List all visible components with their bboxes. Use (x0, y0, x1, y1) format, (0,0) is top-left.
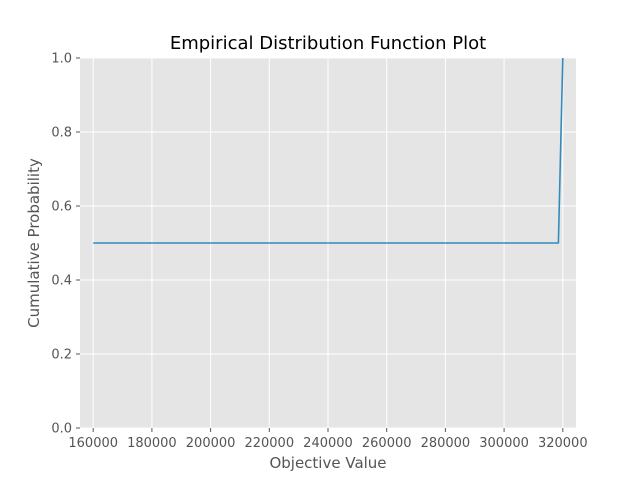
ecdf-series-line (93, 57, 564, 244)
y-axis-ticks: 0.0 0.2 0.4 0.6 0.8 1.0 (51, 52, 80, 437)
x-tick-label: 220000 (244, 436, 294, 451)
series-layer (93, 57, 564, 244)
x-tick-label: 240000 (303, 436, 353, 451)
y-tick-label: 0.6 (51, 200, 72, 215)
x-tick-label: 300000 (479, 436, 529, 451)
x-tick-label: 180000 (127, 436, 177, 451)
x-tick-label: 260000 (362, 436, 412, 451)
x-tick-label: 160000 (68, 436, 118, 451)
y-tick-label: 0.4 (51, 274, 72, 289)
x-tick-label: 280000 (421, 436, 471, 451)
x-axis-ticks: 160000 180000 200000 220000 240000 260000 2800… (68, 428, 588, 451)
chart-title: Empirical Distribution Function Plot (170, 33, 486, 54)
x-axis-label: Objective Value (269, 454, 386, 472)
y-tick-label: 0.8 (51, 126, 72, 141)
x-tick-label: 200000 (186, 436, 236, 451)
y-tick-label: 1.0 (51, 52, 72, 67)
y-tick-label: 0.2 (51, 348, 72, 363)
y-tick-label: 0.0 (51, 422, 72, 437)
y-axis-label: Cumulative Probability (25, 158, 43, 328)
x-tick-label: 320000 (538, 436, 588, 451)
